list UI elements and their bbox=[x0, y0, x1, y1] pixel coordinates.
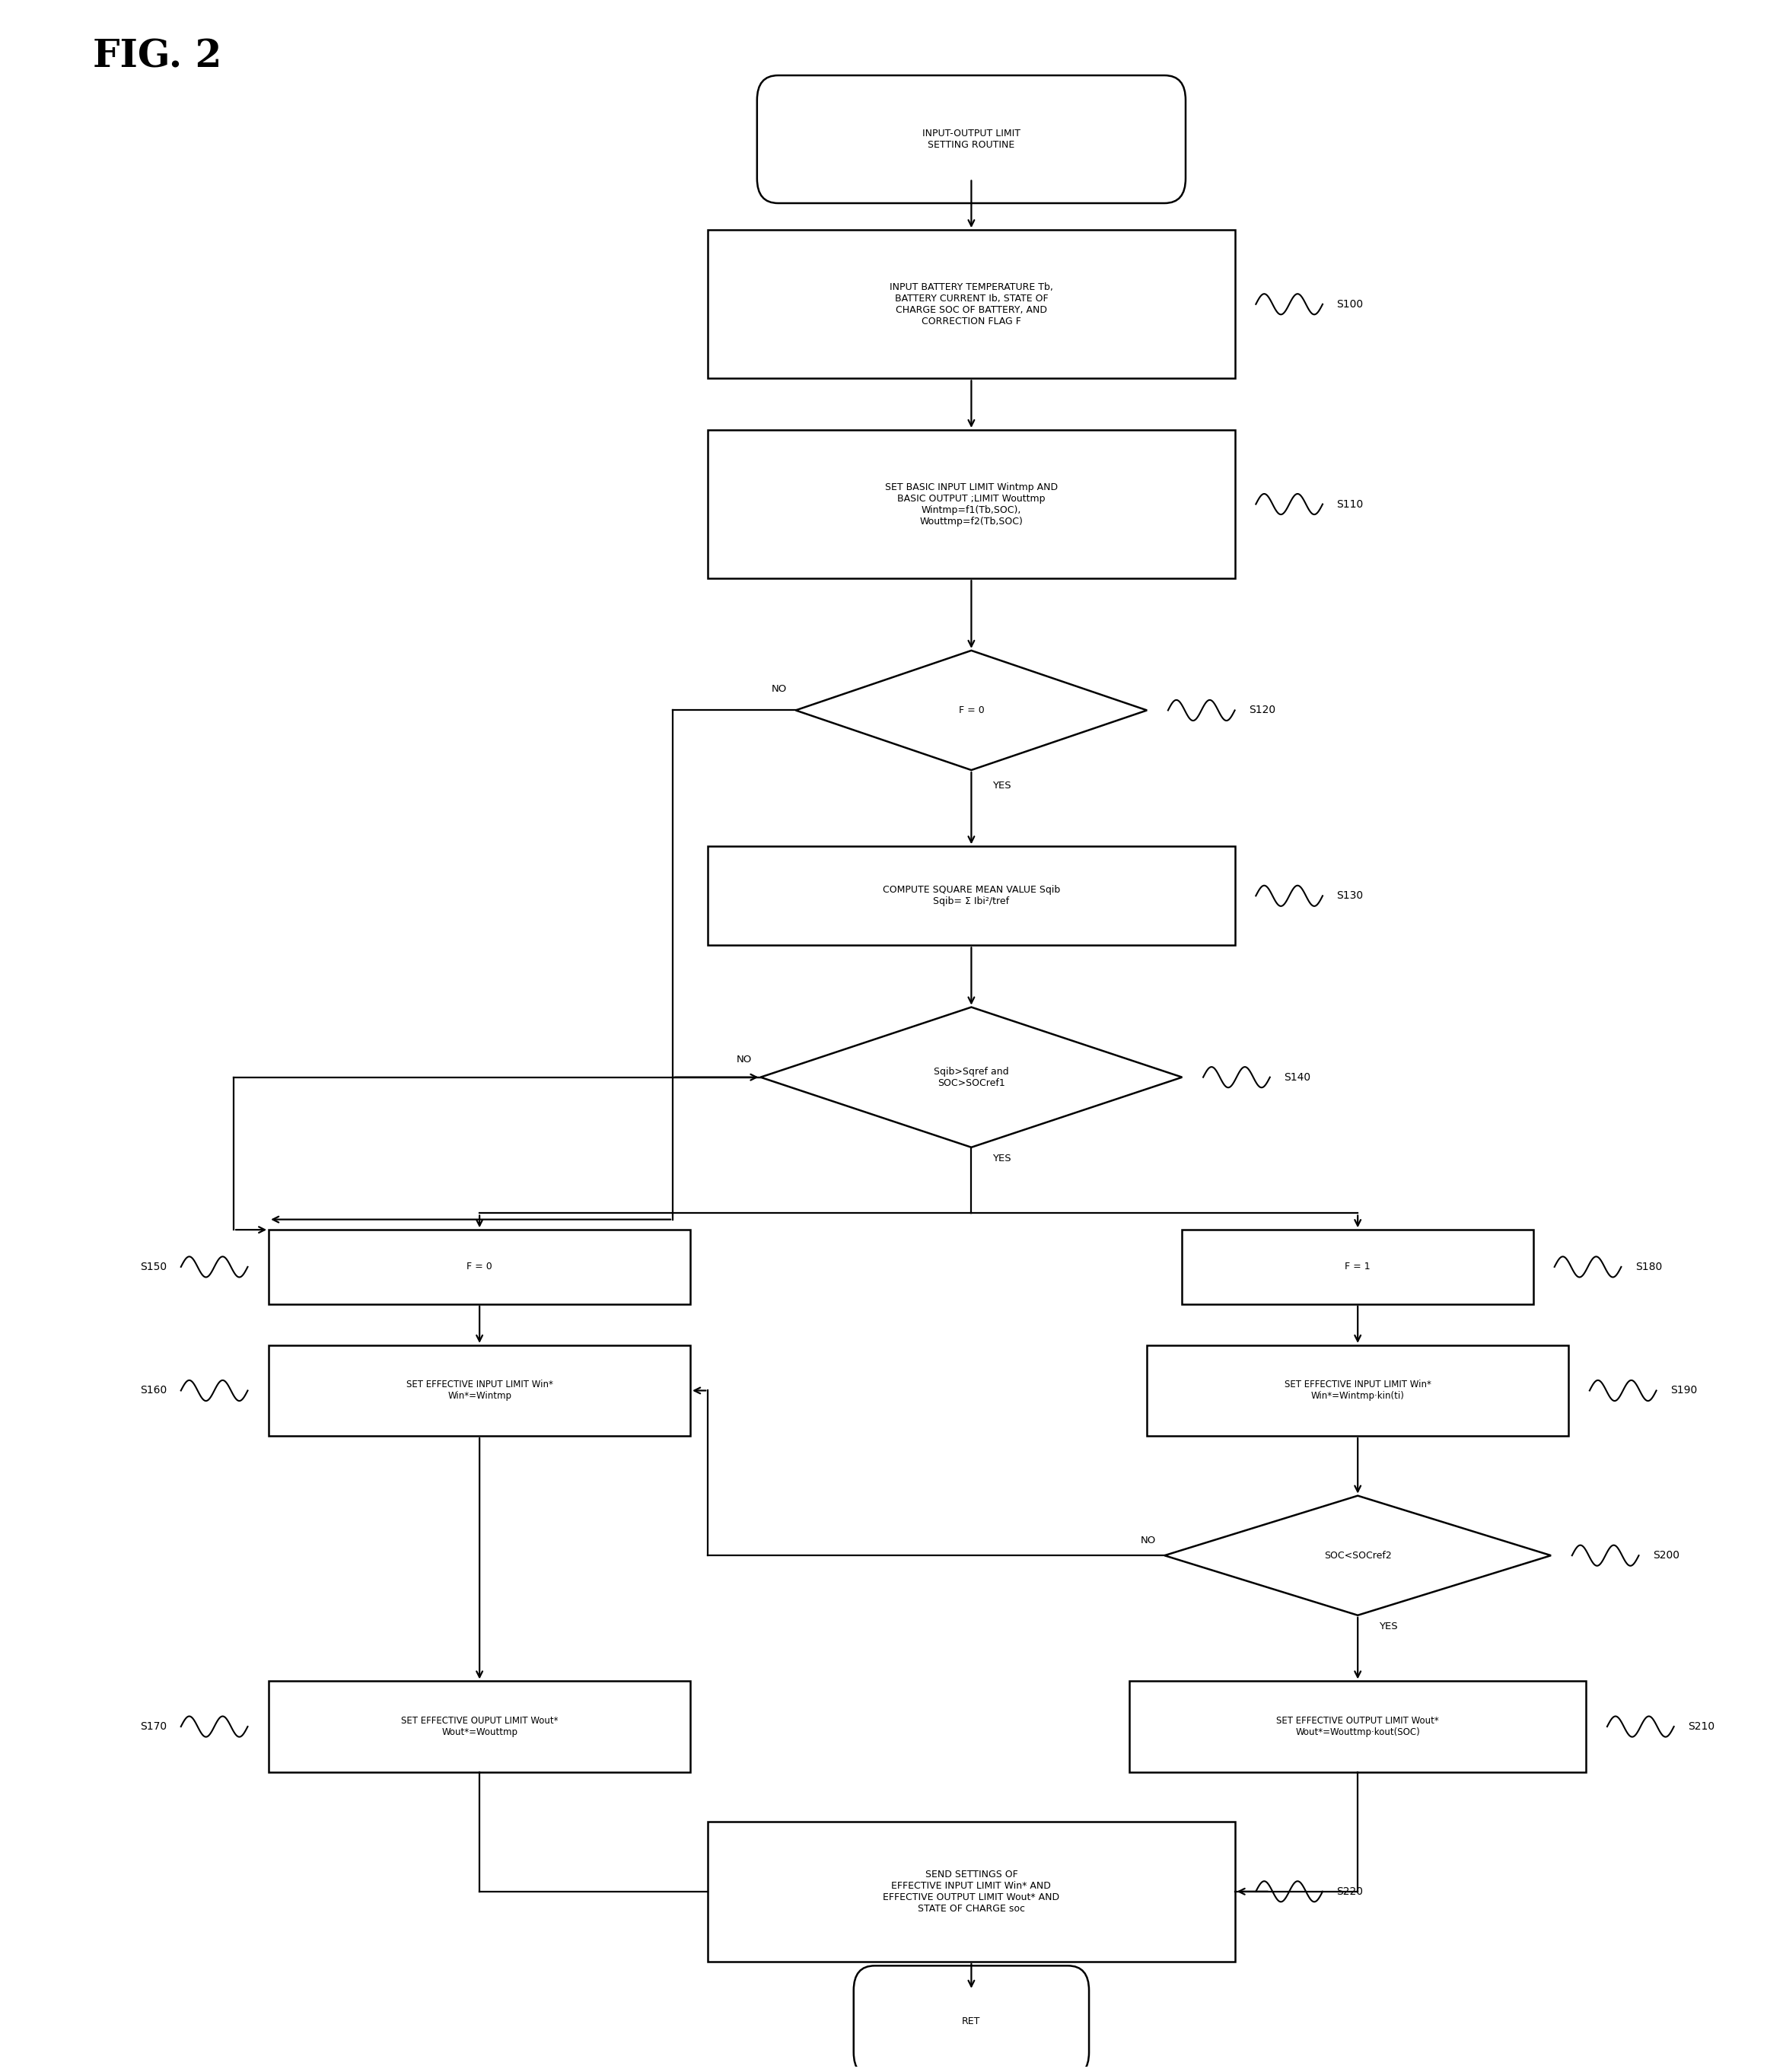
FancyBboxPatch shape bbox=[269, 1345, 691, 1436]
Text: F = 0: F = 0 bbox=[958, 704, 984, 715]
Text: S110: S110 bbox=[1336, 499, 1364, 510]
Text: INPUT-OUTPUT LIMIT
SETTING ROUTINE: INPUT-OUTPUT LIMIT SETTING ROUTINE bbox=[922, 128, 1020, 149]
Text: S120: S120 bbox=[1249, 704, 1276, 715]
Text: NO: NO bbox=[772, 684, 786, 694]
FancyBboxPatch shape bbox=[756, 75, 1186, 203]
Text: S180: S180 bbox=[1634, 1262, 1663, 1272]
FancyBboxPatch shape bbox=[1147, 1345, 1569, 1436]
FancyBboxPatch shape bbox=[269, 1680, 691, 1772]
Text: SEND SETTINGS OF
EFFECTIVE INPUT LIMIT Win* AND
EFFECTIVE OUTPUT LIMIT Wout* AND: SEND SETTINGS OF EFFECTIVE INPUT LIMIT W… bbox=[883, 1869, 1060, 1915]
Text: S150: S150 bbox=[140, 1262, 166, 1272]
FancyBboxPatch shape bbox=[709, 230, 1235, 379]
Text: S160: S160 bbox=[140, 1386, 166, 1397]
Text: F = 0: F = 0 bbox=[466, 1262, 493, 1272]
FancyBboxPatch shape bbox=[709, 1821, 1235, 1962]
Text: F = 1: F = 1 bbox=[1345, 1262, 1371, 1272]
Text: SET BASIC INPUT LIMIT Wintmp AND
BASIC OUTPUT ;LIMIT Wouttmp
Wintmp=f1(Tb,SOC),
: SET BASIC INPUT LIMIT Wintmp AND BASIC O… bbox=[885, 483, 1058, 526]
Text: S100: S100 bbox=[1336, 298, 1364, 309]
Text: S170: S170 bbox=[140, 1722, 166, 1732]
FancyBboxPatch shape bbox=[853, 1966, 1088, 2072]
FancyBboxPatch shape bbox=[1182, 1231, 1534, 1303]
Text: SET EFFECTIVE OUPUT LIMIT Wout*
Wout*=Wouttmp: SET EFFECTIVE OUPUT LIMIT Wout* Wout*=Wo… bbox=[401, 1716, 558, 1736]
Polygon shape bbox=[795, 651, 1147, 771]
Text: S200: S200 bbox=[1652, 1550, 1679, 1560]
Text: COMPUTE SQUARE MEAN VALUE Sqib
Sqib= Σ Ibi²/tref: COMPUTE SQUARE MEAN VALUE Sqib Sqib= Σ I… bbox=[882, 885, 1060, 905]
Polygon shape bbox=[1164, 1496, 1551, 1616]
FancyBboxPatch shape bbox=[1129, 1680, 1587, 1772]
Polygon shape bbox=[760, 1007, 1182, 1148]
Text: YES: YES bbox=[993, 1154, 1011, 1162]
Text: S220: S220 bbox=[1336, 1886, 1364, 1896]
Text: INPUT BATTERY TEMPERATURE Tb,
BATTERY CURRENT Ib, STATE OF
CHARGE SOC OF BATTERY: INPUT BATTERY TEMPERATURE Tb, BATTERY CU… bbox=[889, 282, 1053, 325]
Text: S190: S190 bbox=[1670, 1386, 1698, 1397]
FancyBboxPatch shape bbox=[709, 429, 1235, 578]
Text: NO: NO bbox=[1140, 1535, 1156, 1546]
Text: NO: NO bbox=[737, 1055, 751, 1065]
FancyBboxPatch shape bbox=[709, 845, 1235, 945]
FancyBboxPatch shape bbox=[269, 1231, 691, 1303]
Text: YES: YES bbox=[993, 781, 1011, 789]
Text: Sqib>Sqref and
SOC>SOCref1: Sqib>Sqref and SOC>SOCref1 bbox=[933, 1067, 1009, 1088]
Text: S130: S130 bbox=[1336, 891, 1364, 901]
Text: SET EFFECTIVE OUTPUT LIMIT Wout*
Wout*=Wouttmp·kout(SOC): SET EFFECTIVE OUTPUT LIMIT Wout* Wout*=W… bbox=[1276, 1716, 1438, 1736]
Text: SET EFFECTIVE INPUT LIMIT Win*
Win*=Wintmp: SET EFFECTIVE INPUT LIMIT Win* Win*=Wint… bbox=[406, 1380, 553, 1401]
Text: RET: RET bbox=[961, 2016, 981, 2026]
Text: S140: S140 bbox=[1285, 1071, 1311, 1082]
Text: SOC<SOCref2: SOC<SOCref2 bbox=[1323, 1550, 1391, 1560]
Text: S210: S210 bbox=[1687, 1722, 1714, 1732]
Text: SET EFFECTIVE INPUT LIMIT Win*
Win*=Wintmp·kin(ti): SET EFFECTIVE INPUT LIMIT Win* Win*=Wint… bbox=[1285, 1380, 1431, 1401]
Text: FIG. 2: FIG. 2 bbox=[94, 37, 223, 75]
Text: YES: YES bbox=[1378, 1622, 1398, 1631]
